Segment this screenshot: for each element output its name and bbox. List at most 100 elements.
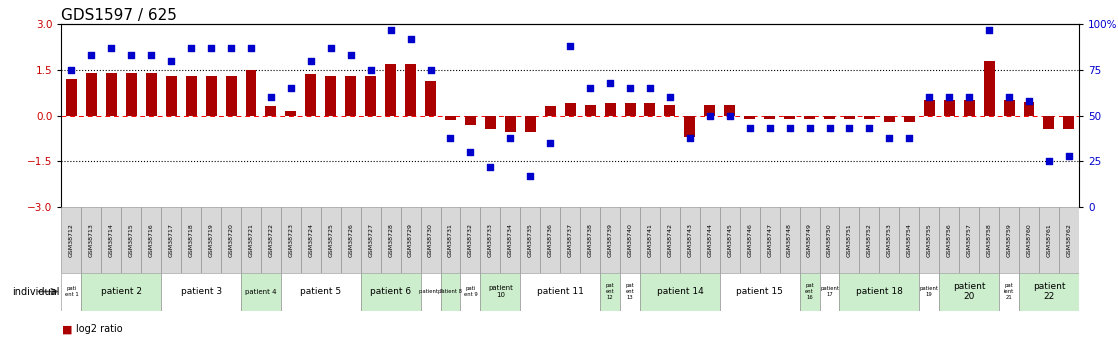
Text: GSM38740: GSM38740 — [627, 223, 633, 257]
Text: patient 6: patient 6 — [370, 287, 411, 296]
Point — [521, 173, 539, 179]
Text: patient 15: patient 15 — [737, 287, 783, 296]
Bar — [165, 76, 177, 116]
Bar — [405, 64, 416, 116]
Point — [342, 52, 360, 58]
Bar — [106, 73, 117, 116]
Bar — [999, 273, 1018, 310]
Bar — [585, 105, 596, 116]
Bar — [704, 105, 716, 116]
Text: GSM38744: GSM38744 — [708, 223, 712, 257]
Point — [462, 149, 480, 155]
Bar — [161, 273, 241, 310]
Text: GSM38750: GSM38750 — [827, 223, 832, 257]
Text: patient
10: patient 10 — [487, 285, 513, 298]
Text: patient
17: patient 17 — [819, 286, 838, 297]
Point — [721, 113, 739, 118]
Point — [501, 135, 519, 140]
Bar — [82, 273, 161, 310]
Text: GSM38749: GSM38749 — [807, 223, 812, 257]
Bar — [241, 273, 281, 310]
Bar — [420, 273, 440, 310]
Text: GSM38723: GSM38723 — [288, 223, 293, 257]
Bar — [700, 207, 720, 273]
Point — [821, 126, 838, 131]
Point — [243, 45, 260, 51]
Text: GSM38715: GSM38715 — [129, 223, 134, 257]
Bar — [520, 207, 540, 273]
Bar — [301, 207, 321, 273]
Text: GSM38760: GSM38760 — [1026, 223, 1032, 257]
Bar — [400, 207, 420, 273]
Text: patient 11: patient 11 — [537, 287, 584, 296]
Point — [63, 67, 80, 72]
Text: patient
19: patient 19 — [920, 286, 939, 297]
Bar — [664, 105, 675, 116]
Point — [83, 52, 101, 58]
Bar — [620, 273, 639, 310]
Text: GSM38757: GSM38757 — [967, 223, 972, 257]
Text: GSM38755: GSM38755 — [927, 223, 931, 257]
Bar — [440, 273, 461, 310]
Bar — [226, 76, 237, 116]
Text: GSM38714: GSM38714 — [108, 223, 114, 257]
Text: individual: individual — [12, 287, 59, 296]
Bar — [281, 273, 361, 310]
Text: GSM38743: GSM38743 — [688, 223, 692, 257]
Bar — [281, 207, 301, 273]
Bar — [420, 207, 440, 273]
Point — [760, 126, 778, 131]
Text: ■: ■ — [61, 325, 72, 334]
Text: GSM38759: GSM38759 — [1006, 223, 1012, 257]
Bar — [544, 106, 556, 116]
Bar — [819, 273, 840, 310]
Bar — [1004, 100, 1014, 116]
Point — [381, 27, 399, 32]
Bar — [380, 207, 400, 273]
Point — [741, 126, 759, 131]
Bar — [524, 116, 536, 132]
Point — [701, 113, 719, 118]
Bar — [501, 207, 520, 273]
Bar — [799, 273, 819, 310]
Point — [960, 95, 978, 100]
Point — [1060, 153, 1078, 159]
Bar — [799, 207, 819, 273]
Text: pati
ent 1: pati ent 1 — [65, 286, 78, 297]
Bar — [425, 80, 436, 116]
Text: GSM38722: GSM38722 — [268, 223, 274, 257]
Bar — [919, 207, 939, 273]
Bar — [485, 116, 496, 129]
Text: GSM38721: GSM38721 — [248, 223, 254, 257]
Bar — [984, 61, 995, 116]
Text: pat
ient
21: pat ient 21 — [1004, 283, 1014, 300]
Bar — [959, 207, 979, 273]
Bar — [765, 116, 775, 119]
Bar — [61, 207, 82, 273]
Point — [302, 58, 320, 63]
Bar — [1063, 116, 1074, 129]
Bar — [126, 73, 136, 116]
Bar — [639, 273, 720, 310]
Text: GSM38737: GSM38737 — [568, 223, 572, 257]
Text: GSM38726: GSM38726 — [348, 223, 353, 257]
Bar — [86, 73, 97, 116]
Bar — [580, 207, 600, 273]
Text: GDS1597 / 625: GDS1597 / 625 — [61, 8, 178, 23]
Point — [940, 95, 958, 100]
Point — [581, 85, 599, 91]
Bar — [102, 207, 122, 273]
Bar — [660, 207, 680, 273]
Bar — [720, 207, 740, 273]
Text: GSM38727: GSM38727 — [368, 223, 373, 257]
Bar — [560, 207, 580, 273]
Bar — [461, 207, 481, 273]
Text: GSM38729: GSM38729 — [408, 223, 413, 257]
Bar — [740, 207, 760, 273]
Text: GSM38717: GSM38717 — [169, 223, 173, 257]
Text: patient 2: patient 2 — [101, 287, 142, 296]
Bar — [321, 207, 341, 273]
Text: GSM38736: GSM38736 — [548, 223, 552, 257]
Bar — [145, 73, 157, 116]
Bar — [265, 106, 276, 116]
